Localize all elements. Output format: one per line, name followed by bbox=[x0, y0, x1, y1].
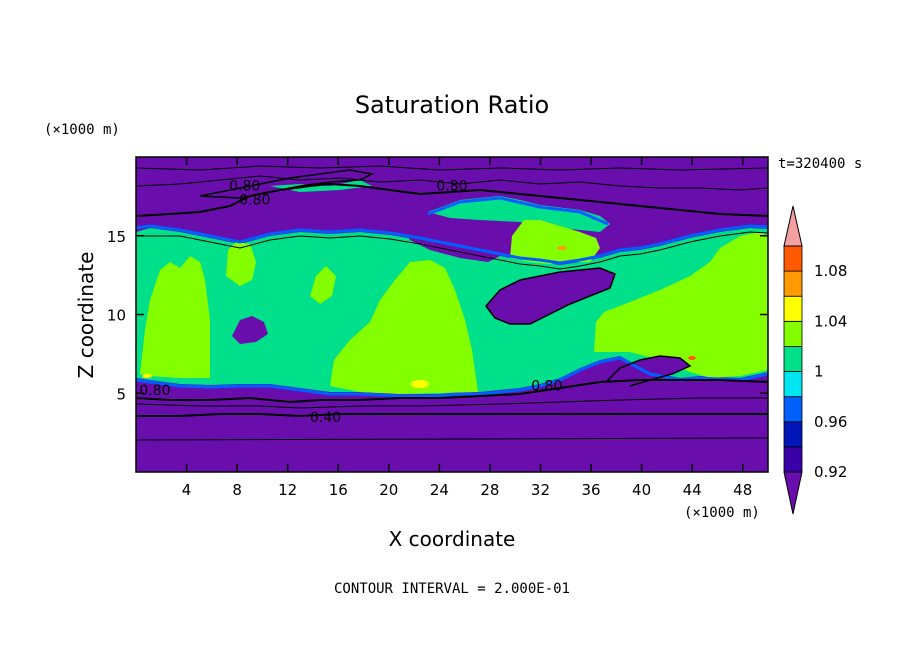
colorbar-tick-label: 0.92 bbox=[814, 463, 847, 481]
supersat-speck-4 bbox=[688, 356, 696, 360]
colorbar-segment bbox=[783, 245, 803, 272]
x-tick-label: 40 bbox=[632, 481, 651, 499]
plume-1 bbox=[140, 256, 210, 378]
contour-dry-intrusion-3 bbox=[605, 355, 692, 387]
contour-low-1 bbox=[136, 397, 768, 409]
supersat-speck-1 bbox=[411, 380, 429, 388]
y-unit-label: (×1000 m) bbox=[44, 122, 120, 138]
x-tick-label: 28 bbox=[480, 481, 499, 499]
x-axis-ticks: 4 8 12 16 20 24 28 32 36 40 44 48 bbox=[182, 157, 752, 499]
contour-interval-footer: CONTOUR INTERVAL = 2.000E-01 bbox=[334, 581, 570, 597]
plume-4 bbox=[510, 220, 600, 264]
plume-5 bbox=[594, 232, 768, 378]
colorbar-tick-label: 1.04 bbox=[814, 312, 847, 330]
contour-moist-edge bbox=[136, 231, 768, 270]
contour-080-upper bbox=[136, 182, 768, 217]
contour-040 bbox=[136, 413, 768, 418]
contour-label: 0.80 bbox=[436, 178, 467, 194]
x-tick-label: 8 bbox=[232, 481, 242, 499]
upper-moist-patch-small bbox=[270, 180, 372, 192]
contour-080-upper-2 bbox=[199, 169, 375, 199]
contour-labels: 0.800.800.800.80 0.800.40 bbox=[139, 178, 562, 426]
x-tick-label: 48 bbox=[733, 481, 752, 499]
colorbar-tick-label: 1 bbox=[814, 363, 824, 381]
contour-top-1 bbox=[136, 165, 768, 171]
y-tick-label: 5 bbox=[116, 385, 126, 403]
y-tick-label: 15 bbox=[107, 228, 126, 246]
colorbar-extend-low bbox=[783, 471, 803, 515]
contour-label: 0.80 bbox=[229, 178, 260, 194]
colorbar-segment bbox=[783, 446, 803, 473]
y-axis-ticks: 5 10 15 bbox=[107, 228, 768, 403]
colorbar-segment bbox=[783, 371, 803, 398]
dry-intrusion-3 bbox=[606, 356, 690, 386]
blue-patch-upper bbox=[427, 196, 609, 226]
plume-3 bbox=[330, 260, 478, 394]
x-tick-label: 24 bbox=[430, 481, 449, 499]
blue-edge-lower bbox=[136, 356, 768, 398]
supersat-speck-2 bbox=[557, 246, 567, 250]
contour-low-2 bbox=[136, 437, 768, 441]
x-tick-label: 44 bbox=[683, 481, 702, 499]
blue-edge-upper bbox=[136, 224, 768, 265]
plume-2 bbox=[226, 242, 256, 286]
x-unit-label: (×1000 m) bbox=[684, 505, 760, 521]
time-label: t=320400 s bbox=[778, 156, 862, 172]
x-tick-label: 16 bbox=[329, 481, 348, 499]
contour-label: 0.80 bbox=[139, 383, 170, 399]
contour-label: 0.80 bbox=[531, 378, 562, 394]
x-tick-label: 4 bbox=[182, 481, 192, 499]
colorbar-segment bbox=[783, 396, 803, 423]
colorbar-segment bbox=[783, 346, 803, 372]
dry-intrusion-2 bbox=[232, 316, 268, 344]
x-tick-label: 36 bbox=[581, 481, 600, 499]
colorbar-tick-label: 0.96 bbox=[814, 413, 847, 431]
plot-area: 0.800.800.800.80 0.800.40 bbox=[136, 157, 768, 472]
colorbar-extend-high bbox=[783, 205, 803, 247]
colorbar: 0.92 0.96 1 1.04 1.08 bbox=[783, 205, 847, 515]
x-tick-label: 12 bbox=[278, 481, 297, 499]
supersat-speck-3 bbox=[142, 374, 152, 378]
colorbar-segment bbox=[783, 295, 803, 322]
contour-top-2 bbox=[136, 175, 768, 191]
contour-080-lower bbox=[136, 379, 768, 404]
y-tick-label: 10 bbox=[107, 307, 126, 325]
dry-intrusion-1 bbox=[486, 268, 615, 324]
contour-label: 0.40 bbox=[310, 410, 341, 426]
x-axis-label: X coordinate bbox=[389, 527, 516, 551]
upper-moist-patch bbox=[428, 196, 610, 232]
x-tick-label: 20 bbox=[379, 481, 398, 499]
contour-dry-intrusion bbox=[485, 267, 616, 325]
contour-label: 0.80 bbox=[239, 193, 270, 209]
colorbar-segment bbox=[783, 320, 803, 347]
y-axis-label: Z coordinate bbox=[74, 252, 98, 379]
colorbar-segment bbox=[783, 421, 803, 448]
chart-title: Saturation Ratio bbox=[355, 91, 549, 119]
contour-lines bbox=[136, 165, 768, 441]
x-tick-label: 32 bbox=[531, 481, 550, 499]
plume-6 bbox=[310, 266, 336, 304]
colorbar-segment bbox=[783, 270, 803, 297]
colorbar-tick-label: 1.08 bbox=[814, 262, 847, 280]
